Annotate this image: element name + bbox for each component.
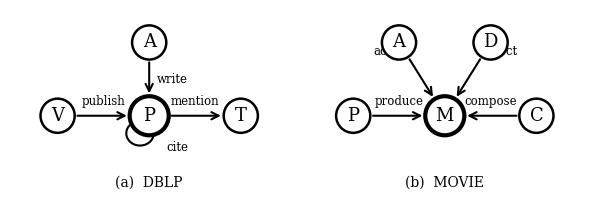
Circle shape xyxy=(132,25,166,60)
Text: P: P xyxy=(143,107,155,125)
Text: direct: direct xyxy=(482,45,517,58)
Text: M: M xyxy=(435,107,454,125)
Circle shape xyxy=(129,96,169,135)
Text: T: T xyxy=(235,107,247,125)
Text: write: write xyxy=(157,73,188,86)
Text: D: D xyxy=(484,33,498,51)
Text: V: V xyxy=(51,107,64,125)
Text: compose: compose xyxy=(465,95,517,108)
Circle shape xyxy=(40,99,75,133)
Circle shape xyxy=(224,99,258,133)
Text: (b)  MOVIE: (b) MOVIE xyxy=(405,176,484,190)
Text: A: A xyxy=(143,33,156,51)
Circle shape xyxy=(382,25,416,60)
Circle shape xyxy=(425,96,465,135)
Circle shape xyxy=(336,99,370,133)
Text: cite: cite xyxy=(166,141,188,154)
Text: P: P xyxy=(347,107,359,125)
Text: actIn: actIn xyxy=(373,45,403,58)
Circle shape xyxy=(473,25,508,60)
Text: A: A xyxy=(393,33,406,51)
Circle shape xyxy=(519,99,554,133)
Text: publish: publish xyxy=(81,95,125,108)
Text: C: C xyxy=(529,107,544,125)
Text: mention: mention xyxy=(170,95,219,108)
Text: produce: produce xyxy=(374,95,424,108)
Text: (a)  DBLP: (a) DBLP xyxy=(115,176,183,190)
